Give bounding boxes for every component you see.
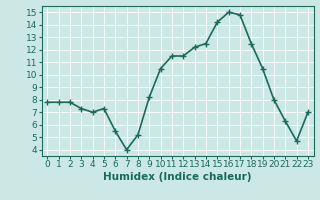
X-axis label: Humidex (Indice chaleur): Humidex (Indice chaleur)	[103, 172, 252, 182]
